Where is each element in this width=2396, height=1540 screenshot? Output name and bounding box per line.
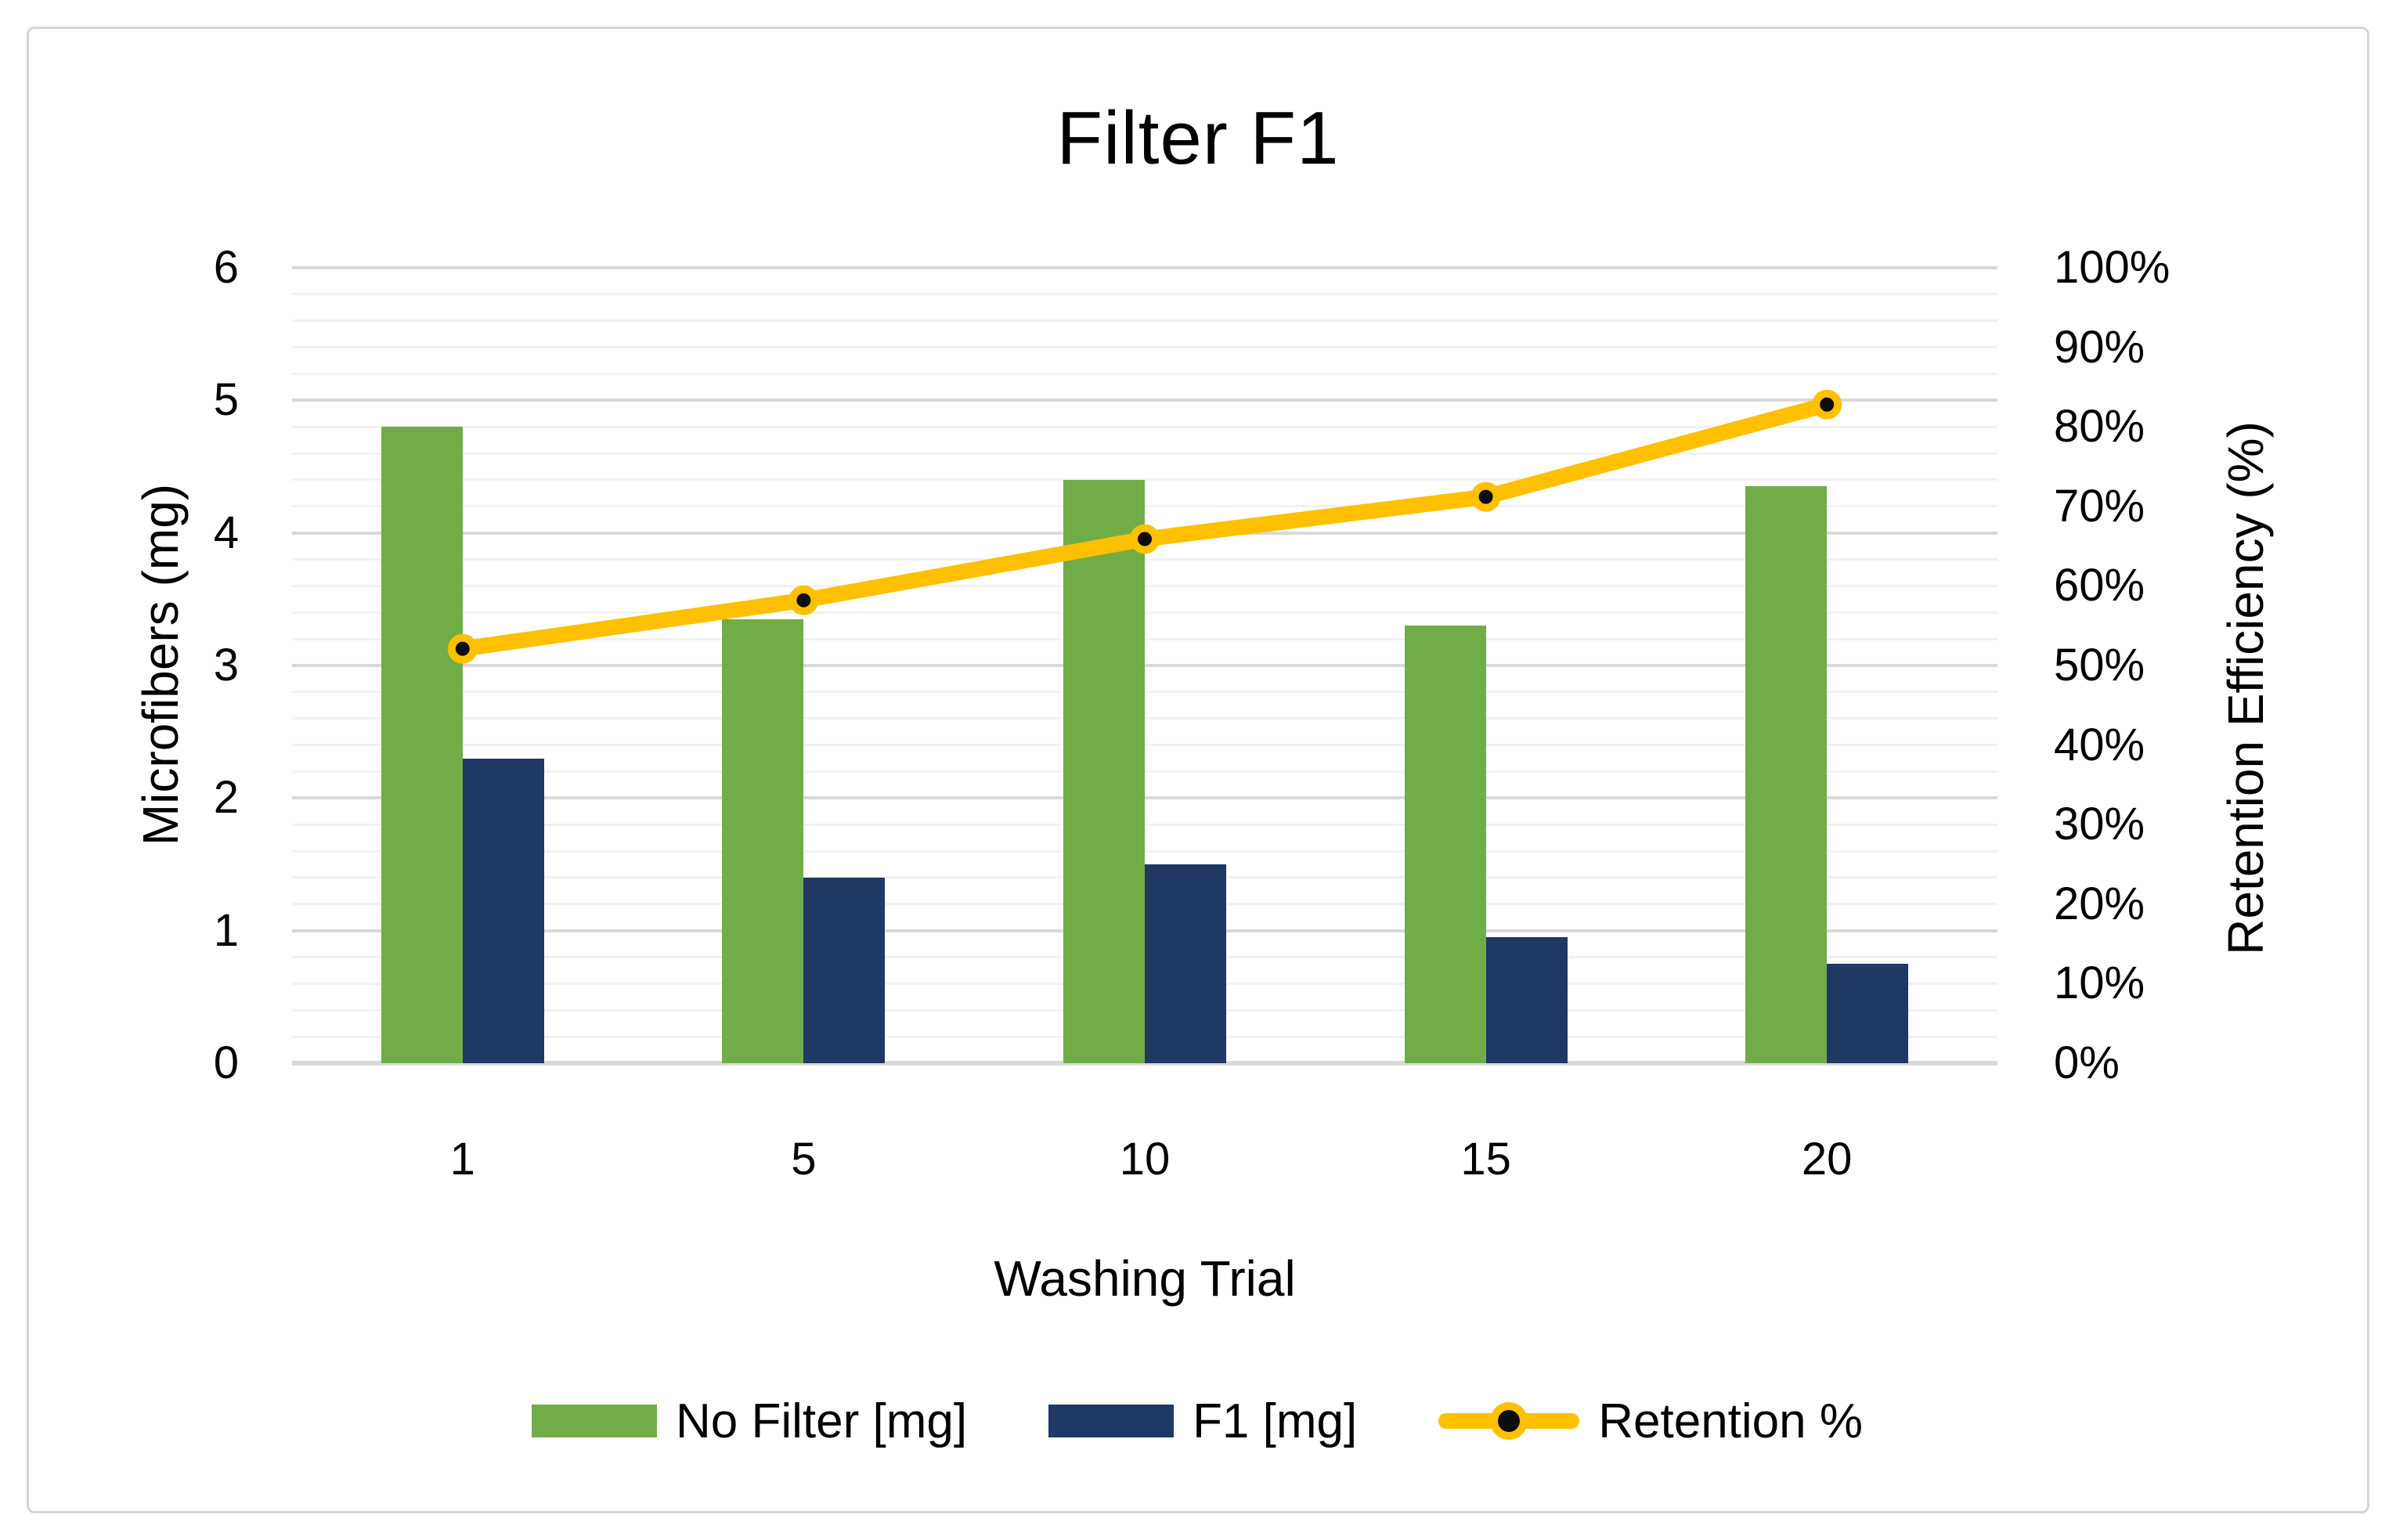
major-gridline <box>292 664 1997 667</box>
legend-label-f1: F1 [mg] <box>1193 1394 1358 1448</box>
minor-gridline <box>292 452 1997 455</box>
right-axis-tick-label: 20% <box>2054 878 2145 929</box>
right-axis-title: Retention Efficiency (%) <box>2217 421 2274 955</box>
left-axis-tick-label: 4 <box>213 507 239 558</box>
x-axis-tick-label: 1 <box>449 1134 475 1185</box>
bar-f1 <box>1827 964 1909 1063</box>
minor-gridline <box>292 584 1997 587</box>
right-axis-tick-label: 60% <box>2054 560 2145 611</box>
retention-line-chart <box>447 389 1842 664</box>
retention-marker <box>788 585 819 615</box>
major-gridline <box>292 796 1997 800</box>
retention-marker <box>1470 481 1501 512</box>
minor-gridline <box>292 823 1997 826</box>
bar-f1 <box>462 758 544 1063</box>
minor-gridline <box>292 478 1997 481</box>
minor-gridline <box>292 425 1997 428</box>
right-axis-tick-label: 100% <box>2054 242 2170 293</box>
left-axis-tick-label: 2 <box>213 772 239 824</box>
minor-gridline <box>292 691 1997 694</box>
x-axis-title: Washing Trial <box>994 1250 1296 1307</box>
bar-no-filter <box>1745 486 1828 1063</box>
minor-gridline <box>292 346 1997 349</box>
left-axis-tick-label: 3 <box>213 640 239 691</box>
right-axis-tick-label: 10% <box>2054 958 2145 1009</box>
minor-gridline <box>292 717 1997 720</box>
minor-gridline <box>292 558 1997 561</box>
minor-gridline <box>292 372 1997 375</box>
bar-no-filter <box>1063 479 1145 1063</box>
major-gridline <box>292 399 1997 402</box>
right-axis-tick-label: 40% <box>2054 719 2145 770</box>
left-axis-tick-label: 0 <box>213 1037 239 1088</box>
legend-item-f1[interactable]: F1 [mg] <box>1048 1394 1357 1449</box>
x-axis-tick-label: 20 <box>1801 1134 1853 1185</box>
right-axis-tick-label: 90% <box>2054 321 2145 373</box>
left-axis-title: Microfibers (mg) <box>132 483 189 846</box>
bar-no-filter <box>381 427 463 1063</box>
f1-swatch-icon <box>1048 1405 1175 1437</box>
legend: No Filter [mg] F1 [mg] Retention % <box>532 1386 1863 1456</box>
retention-line-marker-icon <box>1438 1402 1580 1440</box>
minor-gridline <box>292 319 1997 323</box>
retention-marker <box>447 633 478 664</box>
left-axis-tick-label: 5 <box>213 374 239 426</box>
legend-item-retention[interactable]: Retention % <box>1438 1394 1863 1449</box>
minor-gridline <box>292 849 1997 853</box>
minor-gridline <box>292 293 1997 296</box>
right-axis-tick-label: 80% <box>2054 401 2145 453</box>
no-filter-swatch-icon <box>532 1405 657 1437</box>
retention-marker <box>1130 524 1160 554</box>
right-axis-tick-label: 70% <box>2054 480 2145 532</box>
bar-f1 <box>1145 864 1226 1063</box>
legend-item-no-filter[interactable]: No Filter [mg] <box>532 1394 967 1449</box>
x-axis-tick-label: 5 <box>791 1134 817 1185</box>
legend-label-no-filter: No Filter [mg] <box>676 1394 968 1448</box>
legend-label-retention: Retention % <box>1598 1394 1863 1448</box>
bar-f1 <box>1485 937 1568 1063</box>
bar-f1 <box>803 877 886 1063</box>
retention-marker <box>1812 389 1842 420</box>
left-axis-tick-label: 6 <box>213 242 239 293</box>
minor-gridline <box>292 505 1997 508</box>
major-gridline <box>292 1061 1997 1066</box>
minor-gridline <box>292 611 1997 614</box>
retention-line-layer <box>292 268 1997 1067</box>
major-gridline <box>292 266 1997 269</box>
chart-title: Filter F1 <box>1056 96 1340 180</box>
bar-no-filter <box>1404 626 1486 1063</box>
minor-gridline <box>292 770 1997 773</box>
left-axis-tick-label: 1 <box>213 904 239 956</box>
x-axis-tick-label: 15 <box>1460 1134 1511 1185</box>
right-axis-tick-label: 50% <box>2054 640 2145 691</box>
minor-gridline <box>292 744 1997 747</box>
minor-gridline <box>292 637 1997 640</box>
x-axis-tick-label: 10 <box>1119 1134 1171 1185</box>
right-axis-tick-label: 30% <box>2054 799 2145 850</box>
right-axis-tick-label: 0% <box>2054 1037 2120 1088</box>
bar-no-filter <box>722 619 804 1063</box>
